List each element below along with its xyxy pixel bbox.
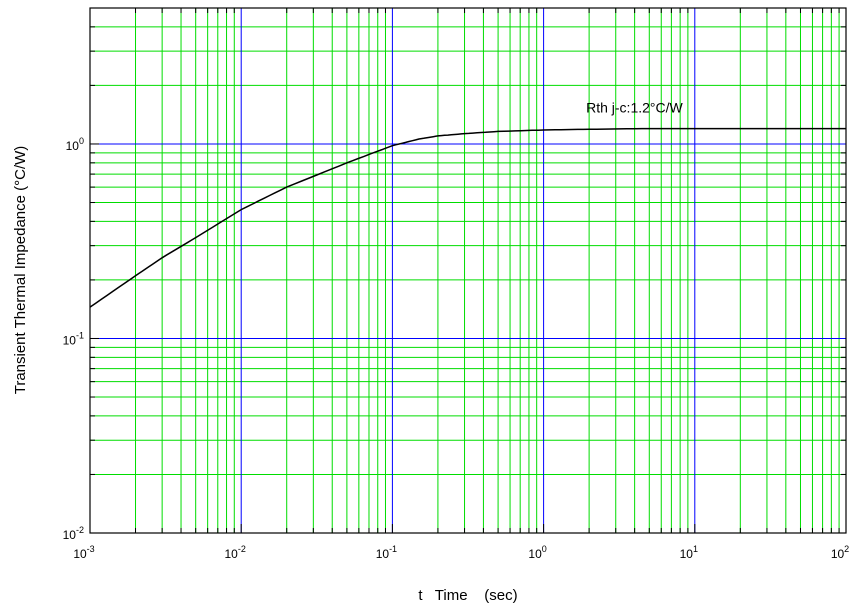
x-tick-label: 10-1 — [376, 544, 397, 561]
x-tick-labels: 10-3 10-2 10-1 100 101 102 — [73, 544, 849, 561]
x-tick-label: 102 — [831, 544, 849, 561]
x-tick-label: 100 — [528, 544, 546, 561]
x-tick-label: 101 — [680, 544, 698, 561]
y-tick-label: 100 — [66, 136, 84, 153]
rth-annotation: Rth j-c:1.2°C/W — [586, 100, 683, 116]
y-tick-label: 10-1 — [63, 330, 84, 347]
plot-frame — [89, 7, 847, 534]
grid-lines — [89, 7, 847, 534]
axis-ticks — [89, 7, 847, 534]
x-axis-title: t Time (sec) — [418, 587, 517, 604]
x-tick-label: 10-3 — [73, 544, 94, 561]
y-axis-title: Transient Thermal Impedance (°C/W) — [12, 146, 29, 395]
y-tick-label: 10-2 — [63, 525, 84, 542]
y-tick-labels: 10-2 10-1 100 — [63, 136, 84, 542]
x-tick-label: 10-2 — [225, 544, 246, 561]
impedance-curve — [89, 127, 846, 308]
